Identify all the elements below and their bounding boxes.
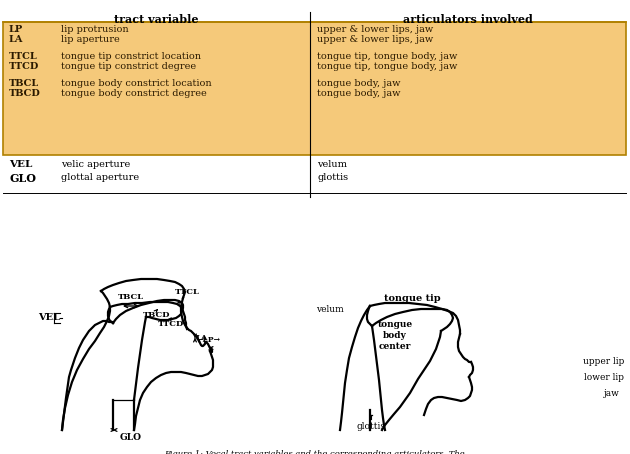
Text: upper lip: upper lip [583, 357, 624, 366]
Text: LA: LA [196, 334, 209, 342]
Text: tongue tip constrict location: tongue tip constrict location [61, 52, 201, 61]
Text: TBCL: TBCL [9, 79, 39, 88]
Text: TTCL: TTCL [175, 288, 200, 296]
Text: glottis: glottis [357, 422, 386, 431]
Text: TBCD: TBCD [143, 311, 171, 319]
Text: velic aperture: velic aperture [61, 160, 130, 169]
Text: GLO: GLO [120, 433, 142, 442]
Text: upper & lower lips, jaw: upper & lower lips, jaw [317, 25, 433, 34]
Text: VEL: VEL [9, 160, 32, 169]
Text: tongue body constrict degree: tongue body constrict degree [61, 89, 207, 98]
Text: LA: LA [9, 35, 23, 44]
Text: lower lip: lower lip [584, 372, 624, 381]
Text: tract variable: tract variable [114, 14, 198, 25]
Text: tongue tip, tongue body, jaw: tongue tip, tongue body, jaw [317, 62, 457, 71]
Text: LP: LP [9, 25, 23, 34]
Text: jaw: jaw [604, 389, 620, 398]
Text: TTCL: TTCL [9, 52, 38, 61]
Text: tongue
body
center: tongue body center [377, 320, 413, 351]
Text: TTCD: TTCD [9, 62, 39, 71]
Text: glottal aperture: glottal aperture [61, 173, 139, 182]
Text: tongue body constrict location: tongue body constrict location [61, 79, 212, 88]
Text: lip aperture: lip aperture [61, 35, 120, 44]
Text: velum: velum [316, 306, 344, 315]
Text: TBCD: TBCD [9, 89, 41, 98]
Text: tongue tip, tongue body, jaw: tongue tip, tongue body, jaw [317, 52, 457, 61]
Text: articulators involved: articulators involved [403, 14, 533, 25]
Text: VEL: VEL [38, 314, 60, 322]
Text: tongue body, jaw: tongue body, jaw [317, 79, 401, 88]
Text: lip protrusion: lip protrusion [61, 25, 129, 34]
Text: velum: velum [317, 160, 347, 169]
Text: upper & lower lips, jaw: upper & lower lips, jaw [317, 35, 433, 44]
Text: tongue tip constrict degree: tongue tip constrict degree [61, 62, 196, 71]
Text: tongue body, jaw: tongue body, jaw [317, 89, 401, 98]
Text: Figure 1: Vocal tract variables and the corresponding articulators. The: Figure 1: Vocal tract variables and the … [164, 450, 466, 454]
Text: TTCD: TTCD [158, 320, 184, 328]
Text: TBCL: TBCL [118, 293, 144, 301]
Bar [3, 22, 626, 155]
Text: ←LP→: ←LP→ [197, 336, 221, 344]
Text: tongue tip: tongue tip [384, 294, 440, 303]
Text: GLO: GLO [9, 173, 36, 184]
Text: glottis: glottis [317, 173, 348, 182]
